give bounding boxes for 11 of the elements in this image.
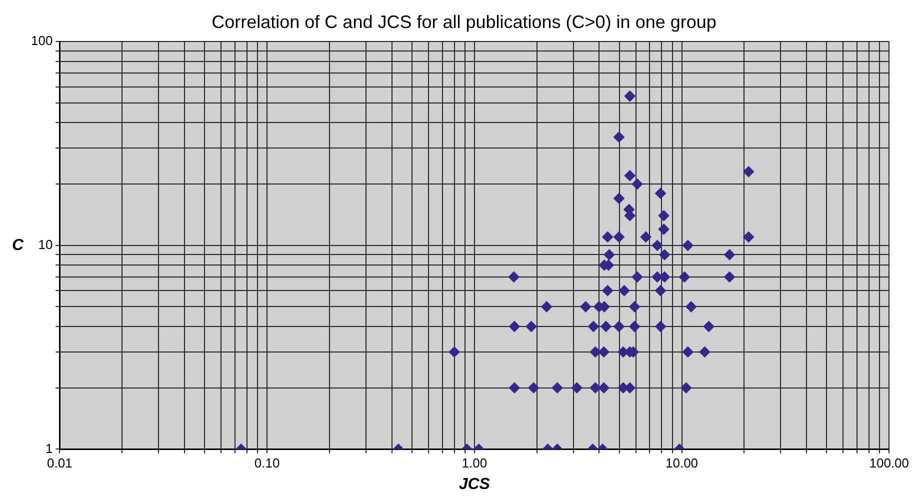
- y-axis-title: C: [12, 236, 24, 254]
- y-tick-label: 100: [30, 33, 53, 48]
- x-tick-label: 1.00: [462, 456, 488, 471]
- x-tick-label: 10.00: [665, 456, 698, 471]
- x-axis-title: JCS: [458, 476, 490, 493]
- x-tick-label: 100.00: [869, 456, 909, 471]
- y-tick-label: 1: [45, 440, 53, 456]
- x-tick-label: 0.10: [254, 456, 280, 471]
- chart-title: Correlation of C and JCS for all publications (C>0) in one group: [212, 12, 716, 32]
- y-tick-label: 10: [38, 236, 53, 252]
- x-tick-label: 0.01: [47, 456, 72, 471]
